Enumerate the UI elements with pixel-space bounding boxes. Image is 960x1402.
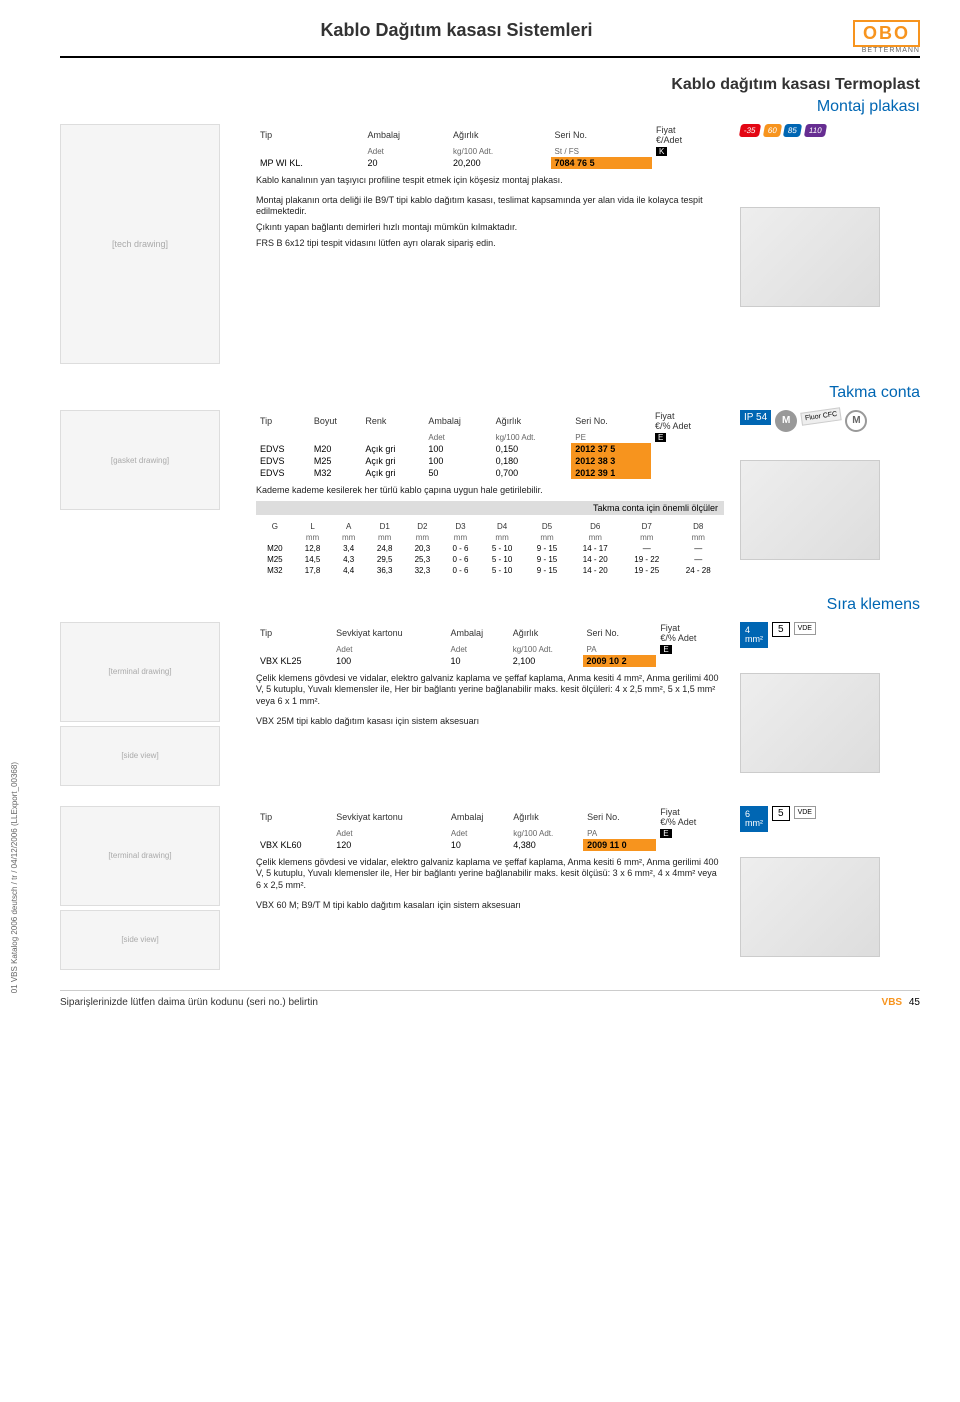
table-row: M2012,83,424,820,30 - 65 - 109 - 1514 - … xyxy=(256,543,724,554)
section-title: Kablo dağıtım kasası Termoplast xyxy=(60,76,920,94)
m-badge-filled: M xyxy=(775,410,797,432)
s1-desc2: Montaj plakanın orta deliği ile B9/T tip… xyxy=(256,195,724,218)
five-badge: 5 xyxy=(772,622,790,637)
sidebar-text: 01 VBS Katalog 2006 deutsch / tr / 04/12… xyxy=(10,762,19,993)
temp-badge-110: 110 xyxy=(804,124,827,137)
s1-diagram: [tech drawing] xyxy=(60,124,220,364)
temp-badge-85: 85 xyxy=(783,124,802,137)
table-row: MP WI KL. 20 20,200 7084 76 5 xyxy=(256,157,724,169)
logo-subtext: BETTERMANN xyxy=(853,47,920,54)
table-row: EDVSM25Açık gri1000,1802012 38 3 xyxy=(256,455,724,467)
th-tip: Tip xyxy=(256,124,363,146)
page-header: Kablo Dağıtım kasası Sistemleri OBO BETT… xyxy=(60,20,920,58)
s2-diagram: [gasket drawing] xyxy=(60,410,220,510)
temp-badge-35: -35 xyxy=(739,124,761,137)
footer-left: Siparişlerinizde lütfen daima ürün kodun… xyxy=(60,997,318,1008)
s1-block: [tech drawing] Tip Ambalaj Ağırlık Seri … xyxy=(60,124,920,364)
s2-dims-header: Takma conta için önemli ölçüler xyxy=(256,501,724,515)
s3-diagram2: [side view] xyxy=(60,726,220,786)
s3-diagram: [terminal drawing] xyxy=(60,622,220,722)
vde-badge: VDE xyxy=(794,622,816,635)
s2-title: Takma conta xyxy=(60,384,920,402)
s3-table: Tip Sevkiyat kartonu Ambalaj Ağırlık Ser… xyxy=(256,622,724,667)
table-row: VBX KL25100102,1002009 10 2 xyxy=(256,655,724,667)
m-badge-outline: M xyxy=(845,410,867,432)
logo: OBO BETTERMANN xyxy=(853,20,920,54)
s3-desc1: Çelik klemens gövdesi ve vidalar, elektr… xyxy=(256,673,724,708)
th-agirlik: Ağırlık xyxy=(449,124,550,146)
s3-desc2: VBX 25M tipi kablo dağıtım kasası için s… xyxy=(256,716,724,728)
table-row: EDVSM20Açık gri1000,1502012 37 5 xyxy=(256,443,724,455)
s2-dims-table: GLAD1D2D3D4D5D6D7D8 mmmmmmmmmmmmmmmmmmmm… xyxy=(256,521,724,576)
s1-table: Tip Ambalaj Ağırlık Seri No. Fiyat€/Adet… xyxy=(256,124,724,169)
table-row: VBX KL60120104,3802009 11 0 xyxy=(256,839,724,851)
s3-product-image xyxy=(740,673,880,773)
ip-badge: IP 54 xyxy=(740,410,771,425)
s4-table: Tip Sevkiyat kartonu Ambalaj Ağırlık Ser… xyxy=(256,806,724,851)
mm-badge: 4mm² xyxy=(740,622,768,648)
s1-desc4: FRS B 6x12 tipi tespit vidasını lütfen a… xyxy=(256,238,724,250)
s4-desc1: Çelik klemens gövdesi ve vidalar, elektr… xyxy=(256,857,724,892)
footer-right: VBS 45 xyxy=(882,997,920,1008)
u-ambalaj: Adet xyxy=(363,146,449,157)
th-ambalaj: Ambalaj xyxy=(363,124,449,146)
s4-diagram: [terminal drawing] xyxy=(60,806,220,906)
s3-title: Sıra klemens xyxy=(60,596,920,614)
s1-title: Montaj plakası xyxy=(60,98,920,116)
table-row: M2514,54,329,525,30 - 65 - 109 - 1514 - … xyxy=(256,554,724,565)
s2-desc: Kademe kademe kesilerek her türlü kablo … xyxy=(256,485,724,497)
k-badge: K xyxy=(656,147,667,156)
s4-product-image xyxy=(740,857,880,957)
s1-product-image xyxy=(740,207,880,307)
s4-diagram2: [side view] xyxy=(60,910,220,970)
u-agirlik: kg/100 Adt. xyxy=(449,146,550,157)
s2-product-image xyxy=(740,460,880,560)
s2-block: [gasket drawing] Tip Boyut Renk Ambalaj … xyxy=(60,410,920,576)
s1-desc3: Çıkıntı yapan bağlantı demirleri hızlı m… xyxy=(256,222,724,234)
th-seri: Seri No. xyxy=(551,124,653,146)
fluor-badge: Fluor CFC xyxy=(800,407,842,425)
u-seri: St / FS xyxy=(551,146,653,157)
th-fiyat: Fiyat€/Adet xyxy=(652,124,724,146)
header-title: Kablo Dağıtım kasası Sistemleri xyxy=(320,20,592,41)
mm-badge: 6mm² xyxy=(740,806,768,832)
temp-badge-60: 60 xyxy=(762,124,781,137)
s3-block: [terminal drawing] [side view] Tip Sevki… xyxy=(60,622,920,786)
logo-text: OBO xyxy=(853,20,920,47)
s4-desc2: VBX 60 M; B9/T M tipi kablo dağıtım kasa… xyxy=(256,900,724,912)
vde-badge: VDE xyxy=(794,806,816,819)
table-row: EDVSM32Açık gri500,7002012 39 1 xyxy=(256,467,724,479)
table-row: M3217,84,436,332,30 - 65 - 109 - 1514 - … xyxy=(256,565,724,576)
s1-desc1: Kablo kanalının yan taşıyıcı profiline t… xyxy=(256,175,724,187)
five-badge: 5 xyxy=(772,806,790,821)
s2-table: Tip Boyut Renk Ambalaj Ağırlık Seri No. … xyxy=(256,410,724,479)
footer: Siparişlerinizde lütfen daima ürün kodun… xyxy=(60,990,920,1014)
s4-block: [terminal drawing] [side view] Tip Sevki… xyxy=(60,806,920,970)
